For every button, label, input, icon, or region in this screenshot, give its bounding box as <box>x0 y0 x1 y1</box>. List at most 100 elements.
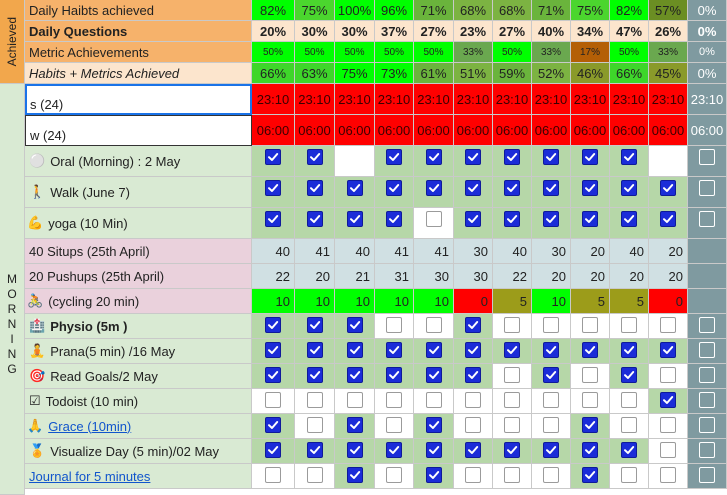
checkbox-cell[interactable] <box>454 208 493 239</box>
checkbox-cell[interactable] <box>610 146 649 177</box>
number-cell[interactable]: 0 <box>454 289 493 314</box>
number-cell[interactable]: 22 <box>252 264 295 289</box>
number-cell[interactable]: 10 <box>252 289 295 314</box>
checkbox-cell[interactable] <box>649 389 688 414</box>
number-cell[interactable]: 20 <box>649 239 688 264</box>
checkbox-cell[interactable] <box>252 439 295 464</box>
checkbox-unchecked[interactable] <box>621 317 637 333</box>
checkbox-checked[interactable] <box>543 342 559 358</box>
checkbox-cell[interactable] <box>335 146 375 177</box>
number-cell[interactable]: 21 <box>335 264 375 289</box>
checkbox-cell[interactable] <box>414 314 454 339</box>
number-cell[interactable]: 31 <box>375 264 414 289</box>
checkbox-checked[interactable] <box>306 180 323 196</box>
checkbox-checked[interactable] <box>582 417 598 433</box>
number-cell[interactable]: 40 <box>252 239 295 264</box>
checkbox-unchecked[interactable] <box>425 211 442 227</box>
checkbox-checked[interactable] <box>386 342 402 358</box>
checkbox-checked[interactable] <box>265 180 281 196</box>
checkbox-cell[interactable] <box>252 364 295 389</box>
checkbox-cell[interactable] <box>610 339 649 364</box>
checkbox-cell[interactable] <box>493 314 532 339</box>
checkbox-checked[interactable] <box>660 342 676 358</box>
checkbox-checked[interactable] <box>543 367 559 383</box>
checkbox-unchecked[interactable] <box>660 417 676 433</box>
checkbox-checked[interactable] <box>621 442 637 458</box>
checkbox-checked[interactable] <box>543 149 559 165</box>
summary-cell[interactable] <box>688 414 727 439</box>
number-cell[interactable]: 30 <box>414 264 454 289</box>
summary-cell[interactable] <box>688 464 727 489</box>
checkbox-unchecked[interactable] <box>504 392 520 408</box>
checkbox-cell[interactable] <box>571 146 610 177</box>
summary-cell[interactable] <box>688 314 727 339</box>
checkbox-checked[interactable] <box>621 342 637 358</box>
checkbox-cell[interactable] <box>335 177 375 208</box>
checkbox-checked[interactable] <box>265 342 281 358</box>
checkbox-cell[interactable] <box>649 414 688 439</box>
checkbox-unchecked[interactable] <box>621 467 637 483</box>
checkbox-cell[interactable] <box>610 364 649 389</box>
checkbox-checked[interactable] <box>265 317 281 333</box>
number-cell[interactable]: 20 <box>571 264 610 289</box>
checkbox-cell[interactable] <box>649 364 688 389</box>
checkbox-cell[interactable] <box>414 339 454 364</box>
number-cell[interactable]: 40 <box>610 239 649 264</box>
checkbox-unchecked[interactable] <box>699 367 715 383</box>
checkbox-checked[interactable] <box>621 180 637 196</box>
checkbox-cell[interactable] <box>571 339 610 364</box>
checkbox-checked[interactable] <box>265 417 281 433</box>
checkbox-cell[interactable] <box>335 208 375 239</box>
checkbox-unchecked[interactable] <box>386 317 402 333</box>
checkbox-checked[interactable] <box>425 417 442 433</box>
checkbox-checked[interactable] <box>386 149 402 165</box>
checkbox-checked[interactable] <box>582 149 598 165</box>
number-cell[interactable]: 40 <box>335 239 375 264</box>
checkbox-cell[interactable] <box>532 464 571 489</box>
checkbox-unchecked[interactable] <box>699 211 715 227</box>
checkbox-cell[interactable] <box>375 389 414 414</box>
checkbox-unchecked[interactable] <box>621 392 637 408</box>
checkbox-cell[interactable] <box>335 364 375 389</box>
checkbox-unchecked[interactable] <box>306 392 323 408</box>
checkbox-checked[interactable] <box>306 317 323 333</box>
number-cell[interactable]: 30 <box>454 239 493 264</box>
checkbox-checked[interactable] <box>582 180 598 196</box>
checkbox-checked[interactable] <box>465 317 481 333</box>
checkbox-unchecked[interactable] <box>543 417 559 433</box>
checkbox-checked[interactable] <box>386 211 402 227</box>
checkbox-cell[interactable] <box>335 339 375 364</box>
checkbox-checked[interactable] <box>621 211 637 227</box>
checkbox-cell[interactable] <box>532 364 571 389</box>
checkbox-unchecked[interactable] <box>660 367 676 383</box>
number-cell[interactable]: 10 <box>375 289 414 314</box>
checkbox-unchecked[interactable] <box>386 467 402 483</box>
checkbox-checked[interactable] <box>306 342 323 358</box>
checkbox-checked[interactable] <box>346 317 363 333</box>
checkbox-checked[interactable] <box>386 442 402 458</box>
checkbox-unchecked[interactable] <box>465 392 481 408</box>
checkbox-cell[interactable] <box>571 314 610 339</box>
checkbox-checked[interactable] <box>582 442 598 458</box>
row-label-link[interactable]: Journal for 5 minutes <box>29 468 151 484</box>
checkbox-cell[interactable] <box>532 177 571 208</box>
checkbox-checked[interactable] <box>306 149 323 165</box>
checkbox-cell[interactable] <box>252 177 295 208</box>
checkbox-cell[interactable] <box>571 389 610 414</box>
row-label-link[interactable]: Grace (10min) <box>48 418 132 434</box>
checkbox-unchecked[interactable] <box>306 417 323 433</box>
checkbox-unchecked[interactable] <box>582 317 598 333</box>
checkbox-cell[interactable] <box>454 146 493 177</box>
checkbox-checked[interactable] <box>621 367 637 383</box>
checkbox-unchecked[interactable] <box>582 367 598 383</box>
checkbox-cell[interactable] <box>610 439 649 464</box>
checkbox-cell[interactable] <box>610 208 649 239</box>
checkbox-checked[interactable] <box>265 367 281 383</box>
checkbox-cell[interactable] <box>295 414 335 439</box>
checkbox-unchecked[interactable] <box>621 417 637 433</box>
checkbox-unchecked[interactable] <box>582 392 598 408</box>
checkbox-cell[interactable] <box>649 464 688 489</box>
number-cell[interactable]: 5 <box>493 289 532 314</box>
number-cell[interactable]: 41 <box>414 239 454 264</box>
checkbox-checked[interactable] <box>265 211 281 227</box>
